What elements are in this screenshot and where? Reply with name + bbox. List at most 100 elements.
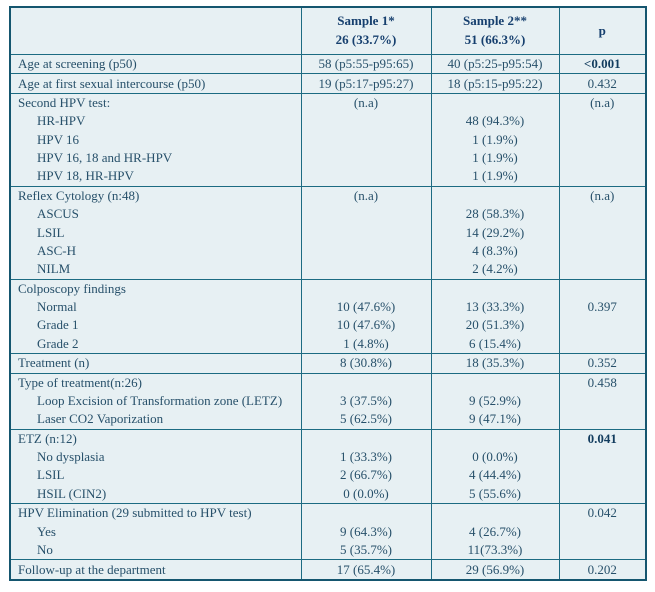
- p-value: 0.041: [558, 429, 645, 449]
- header-p: p: [558, 8, 645, 55]
- table-row: HSIL (CIN2) 0 (0.0%) 5 (55.6%): [11, 484, 645, 505]
- sample2-value: 1 (1.9%): [430, 148, 559, 168]
- row-label: Grade 2: [11, 334, 301, 355]
- row-label: Yes: [37, 523, 56, 539]
- sample1-value: 0 (0.0%): [300, 484, 431, 505]
- p-value: [558, 223, 645, 242]
- p-value: [558, 484, 645, 505]
- row-label: LSIL: [37, 467, 65, 483]
- row-label: HPV Elimination (29 submitted to HPV tes…: [18, 505, 252, 521]
- row-label: HR-HPV: [37, 113, 86, 129]
- sample2-value: 0 (0.0%): [430, 448, 559, 467]
- sample2-value: 5 (55.6%): [430, 484, 559, 505]
- sample2-value: 18 (p5:15-p95:22): [430, 73, 559, 94]
- table-row: ETZ (n:12) 0.041: [11, 429, 645, 449]
- sample2-value: 4 (44.4%): [430, 466, 559, 485]
- sample1-value: 10 (47.6%): [300, 297, 431, 317]
- sample1-value: 9 (64.3%): [300, 522, 431, 541]
- row-label: Laser CO2 Vaporization: [11, 410, 301, 430]
- table-row: Reflex Cytology (n:48) (n.a) (n.a): [11, 186, 645, 206]
- p-value: 0.042: [558, 503, 645, 523]
- p-value: [558, 205, 645, 224]
- table-row: HR-HPV 48 (94.3%): [11, 112, 645, 131]
- table-row: Type of treatment(n:26) 0.458: [11, 373, 645, 392]
- sample1-value: 1 (33.3%): [300, 448, 431, 467]
- sample1-value: [300, 148, 431, 168]
- table-row: Second HPV test: (n.a) (n.a): [11, 93, 645, 113]
- p-value: 0.397: [558, 297, 645, 317]
- table-row: No 5 (35.7%) 11(73.3%): [11, 540, 645, 561]
- sample1-value: [300, 130, 431, 149]
- header-sample2: Sample 2** 51 (66.3%): [430, 8, 559, 55]
- row-label: Treatment (n): [11, 353, 301, 374]
- sample2-value: 48 (94.3%): [430, 112, 559, 131]
- p-value: 0.432: [558, 73, 645, 94]
- sample1-value: (n.a): [300, 93, 431, 113]
- sample1-value: [300, 260, 431, 280]
- sample1-value: [300, 167, 431, 187]
- sample1-value: 5 (35.7%): [300, 540, 431, 561]
- p-value: [558, 260, 645, 280]
- sample1-value: [300, 373, 431, 392]
- p-value: [558, 391, 645, 411]
- sample2-value: [430, 93, 559, 113]
- sample2-value: [430, 279, 559, 298]
- sample1-value: 17 (65.4%): [300, 559, 431, 579]
- row-label: ASCUS: [37, 206, 79, 222]
- table-row: Age at screening (p50) 58 (p5:55-p95:65) 4…: [11, 54, 645, 75]
- row-label: NILM: [11, 260, 301, 280]
- table-row: LSIL 14 (29.2%): [11, 223, 645, 242]
- row-label: Age at screening (p50): [11, 54, 301, 75]
- sample2-value: 20 (51.3%): [430, 316, 559, 335]
- clinical-data-table: Sample 1* 26 (33.7%) Sample 2** 51 (66.3…: [11, 8, 645, 579]
- row-label: Normal: [37, 299, 77, 315]
- sample2-value: 1 (1.9%): [430, 130, 559, 149]
- row-label: HPV 16, 18 and HR-HPV: [37, 150, 173, 166]
- table-body: Age at screening (p50) 58 (p5:55-p95:65) 4…: [11, 54, 645, 579]
- table-row: HPV Elimination (29 submitted to HPV tes…: [11, 503, 645, 523]
- sample1-value: 8 (30.8%): [300, 353, 431, 374]
- sample1-count: 26 (33.7%): [335, 32, 397, 47]
- table-row: Normal 10 (47.6%) 13 (33.3%) 0.397: [11, 297, 645, 317]
- sample2-value: [430, 373, 559, 392]
- table-row: NILM 2 (4.2%): [11, 260, 645, 280]
- sample1-value: [300, 279, 431, 298]
- sample2-value: 2 (4.2%): [430, 260, 559, 280]
- table-row: No dysplasia 1 (33.3%) 0 (0.0%): [11, 448, 645, 467]
- row-label: HSIL (CIN2): [11, 484, 301, 505]
- p-value: [558, 448, 645, 467]
- sample1-title: Sample 1*: [337, 13, 395, 29]
- sample1-value: 2 (66.7%): [300, 466, 431, 485]
- sample1-value: [300, 241, 431, 261]
- table-row: LSIL 2 (66.7%) 4 (44.4%): [11, 466, 645, 485]
- table-row: Colposcopy findings: [11, 279, 645, 298]
- sample2-value: 13 (33.3%): [430, 297, 559, 317]
- sample2-value: 4 (8.3%): [430, 241, 559, 261]
- p-value: [558, 522, 645, 541]
- row-label: LSIL: [37, 224, 65, 240]
- table-row: Loop Excision of Transformation zone (LE…: [11, 391, 645, 411]
- row-label: ETZ (n:12): [18, 430, 77, 446]
- sample2-value: 6 (15.4%): [430, 334, 559, 355]
- sample1-value: 58 (p5:55-p95:65): [300, 54, 431, 75]
- sample1-value: [300, 429, 431, 449]
- p-value: [558, 316, 645, 335]
- sample2-value: 9 (47.1%): [430, 410, 559, 430]
- row-label: Loop Excision of Transformation zone (LE…: [37, 392, 283, 408]
- table-row: Laser CO2 Vaporization 5 (62.5%) 9 (47.1%): [11, 410, 645, 430]
- sample2-value: [430, 186, 559, 206]
- sample2-value: 29 (56.9%): [430, 559, 559, 579]
- sample1-value: (n.a): [300, 186, 431, 206]
- header-sample1: Sample 1* 26 (33.7%): [300, 8, 431, 55]
- p-value: 0.352: [558, 353, 645, 374]
- table-row: Grade 1 10 (47.6%) 20 (51.3%): [11, 316, 645, 335]
- table-row: HPV 18, HR-HPV 1 (1.9%): [11, 167, 645, 187]
- table-row: Yes 9 (64.3%) 4 (26.7%): [11, 522, 645, 541]
- sample2-value: 9 (52.9%): [430, 391, 559, 411]
- p-value: <0.001: [558, 54, 645, 75]
- header-empty-cell: [11, 8, 301, 55]
- sample2-value: [430, 503, 559, 523]
- row-label: Age at first sexual intercourse (p50): [11, 73, 301, 94]
